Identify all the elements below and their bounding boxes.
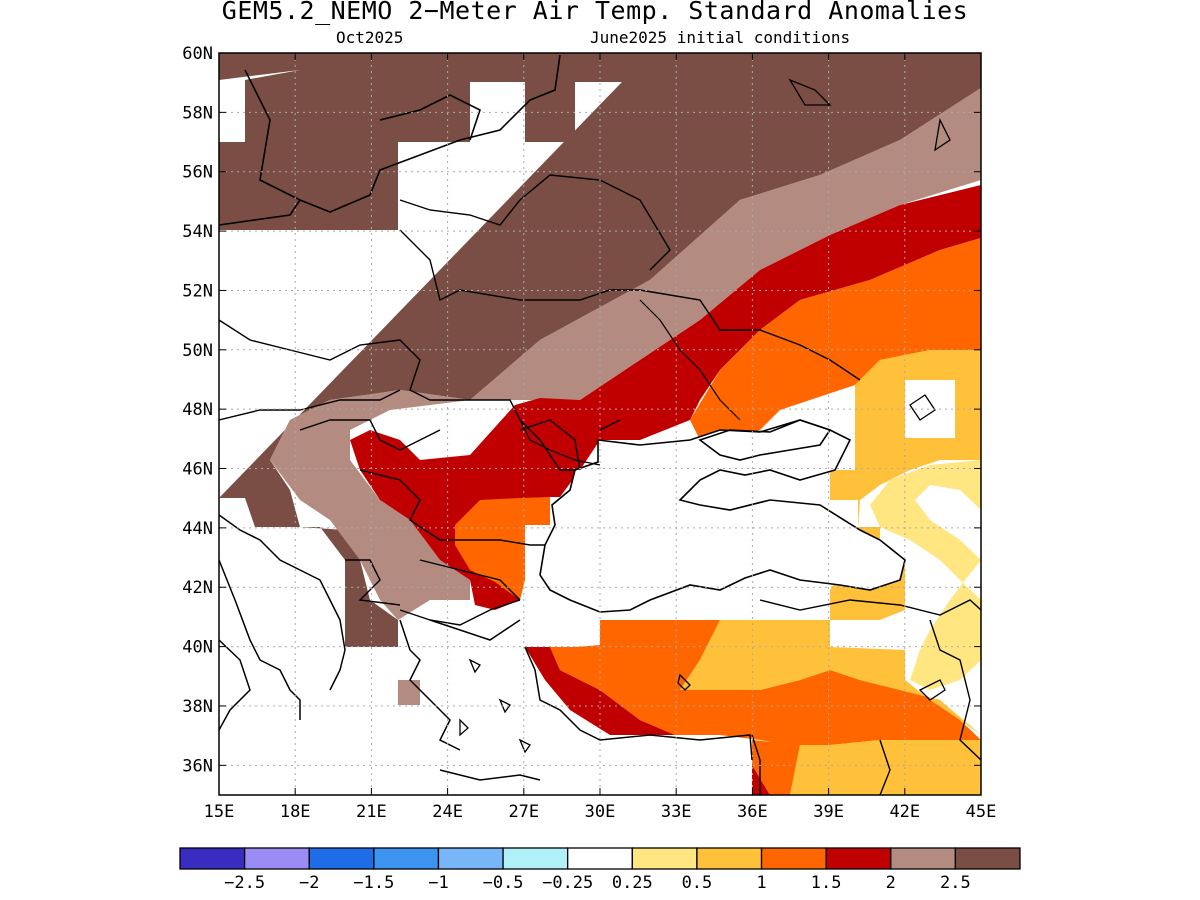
longitude-axis: 15E 18E 21E 24E 27E 30E 33E 36E 39E 42E 45E	[204, 53, 997, 822]
black-sea	[539, 419, 906, 613]
lon-tick-label: 24E	[432, 802, 463, 822]
colorbar-swatch	[502, 847, 569, 870]
lat-tick-label: 48N	[182, 400, 213, 420]
lon-tick-label: 33E	[661, 802, 692, 822]
lat-tick-label: 38N	[182, 697, 213, 717]
colorbar-label: −0.5	[483, 873, 524, 893]
lon-tick-label: 39E	[813, 802, 844, 822]
colorbar-label: 2	[886, 873, 896, 893]
colorbar-swatch	[954, 847, 1021, 870]
country-borders	[219, 174, 981, 795]
map-title: GEM5.2_NEMO 2−Meter Air Temp. Standard A…	[221, 0, 969, 25]
map-area	[219, 53, 981, 795]
lat-tick-label: 52N	[182, 281, 213, 301]
colorbar-label: −1.5	[353, 873, 394, 893]
aegean-coast	[399, 619, 753, 781]
adriatic-coast	[219, 514, 346, 731]
lat-tick-label: 42N	[182, 578, 213, 598]
lat-tick-label: 58N	[182, 103, 213, 123]
lat-tick-label: 56N	[182, 163, 213, 183]
lat-tick-label: 44N	[182, 519, 213, 539]
lon-tick-label: 42E	[889, 802, 920, 822]
islands	[459, 78, 951, 754]
colorbar-legend: −2.5 −2 −1.5 −1 −0.5 −0.25 0.25 0.5 1 1.5 2 2.5	[179, 847, 1021, 893]
colorbar-label: −0.25	[542, 873, 593, 893]
lat-tick-label: 46N	[182, 460, 213, 480]
colorbar-label: 2.5	[940, 873, 971, 893]
colorbar-swatch	[308, 847, 375, 870]
lon-tick-label: 15E	[204, 802, 235, 822]
colorbar-swatch	[631, 847, 698, 870]
lon-tick-label: 45E	[966, 802, 997, 822]
colorbar-label: 1	[756, 873, 766, 893]
colorbar-label: −2	[299, 873, 319, 893]
baltic-coast	[219, 54, 561, 226]
anomaly-region-1	[455, 238, 981, 795]
colorbar-swatch	[243, 847, 310, 870]
lon-tick-label: 36E	[737, 802, 768, 822]
initial-conditions-label: June2025 initial conditions	[590, 28, 851, 47]
lat-tick-label: 60N	[182, 44, 213, 64]
sea-of-azov	[698, 419, 832, 461]
graticule	[219, 53, 981, 795]
lat-tick-label: 40N	[182, 638, 213, 658]
colorbar-swatch	[567, 847, 633, 870]
colorbar-label: −2.5	[224, 873, 265, 893]
colorbar-label: 0.5	[682, 873, 713, 893]
colorbar-swatch	[760, 847, 827, 870]
colorbar-label: 1.5	[811, 873, 842, 893]
forecast-month: Oct2025	[336, 28, 404, 47]
lat-tick-label: 54N	[182, 222, 213, 242]
lon-tick-label: 18E	[280, 802, 311, 822]
lon-tick-label: 30E	[585, 802, 616, 822]
latitude-axis: 60N 58N 56N 54N 52N 50N 48N 46N 44N 42N 40N 38N 36N	[182, 44, 981, 776]
colorbar-swatch	[890, 847, 957, 870]
anomaly-region-0-5	[680, 350, 981, 795]
colorbar-swatch	[373, 847, 440, 870]
lat-tick-label: 50N	[182, 341, 213, 361]
anomaly-region-2	[270, 88, 981, 705]
lat-tick-label: 36N	[182, 756, 213, 776]
colorbar-label: −1	[428, 873, 448, 893]
colorbar-swatch	[179, 847, 246, 870]
rivers	[519, 299, 741, 466]
colorbar-swatch	[825, 847, 892, 870]
anomaly-region-0-25	[870, 460, 981, 690]
anomaly-region-1-5	[350, 185, 981, 795]
lon-tick-label: 21E	[356, 802, 387, 822]
colorbar-label: 0.25	[612, 873, 653, 893]
colorbar-swatch	[696, 847, 763, 870]
lon-tick-label: 27E	[508, 802, 539, 822]
colorbar-swatch	[437, 847, 504, 870]
